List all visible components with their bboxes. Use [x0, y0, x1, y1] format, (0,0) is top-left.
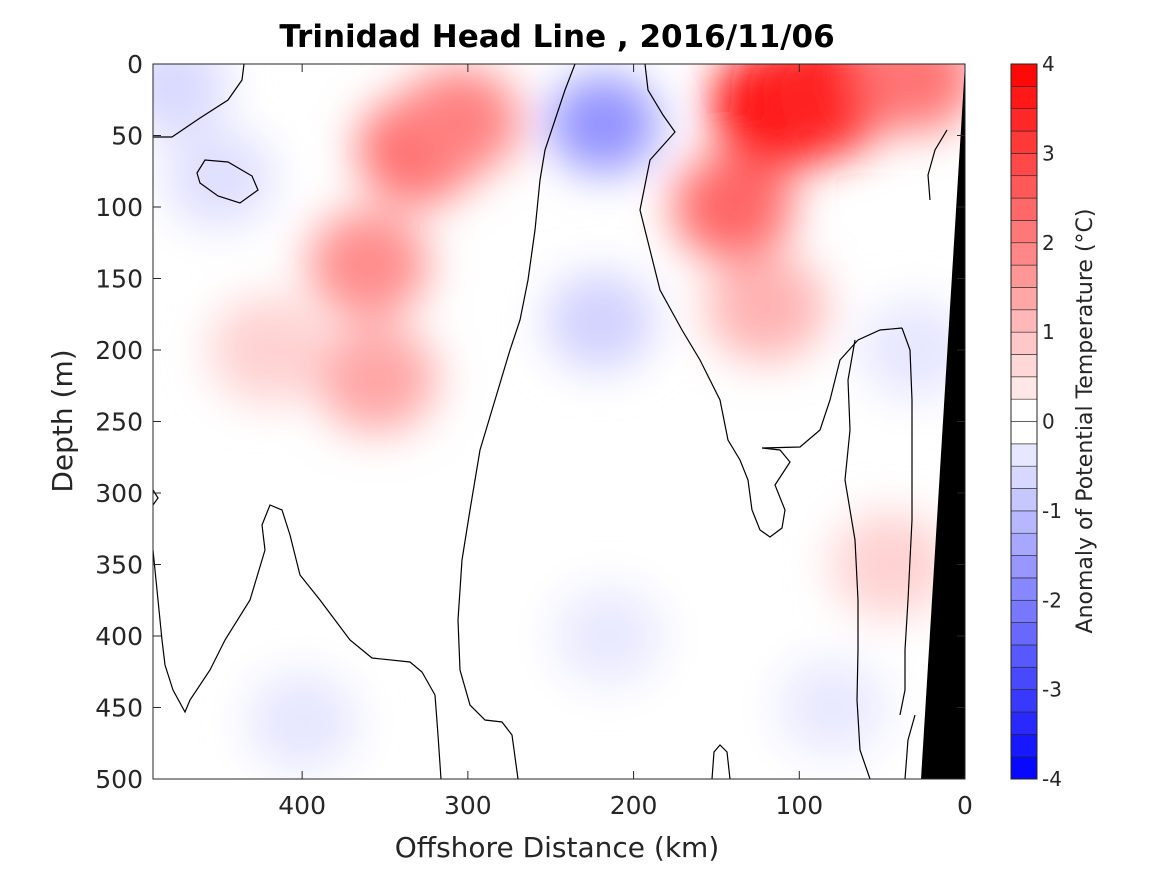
colorbar-band	[1010, 86, 1038, 109]
y-tick-label: 0	[127, 50, 143, 79]
colorbar-band	[1010, 555, 1038, 579]
colorbar-band	[1010, 465, 1038, 489]
colorbar-band	[1010, 488, 1038, 512]
y-tick-label: 250	[95, 408, 143, 437]
chart-title: Trinidad Head Line , 2016/11/06	[279, 19, 834, 55]
y-tick-label: 350	[95, 551, 143, 580]
colorbar-band	[1010, 309, 1038, 333]
y-tick-label: 450	[95, 694, 143, 723]
colorbar: 4 3 2 1 0 -1 -2 -3 -4 Anomaly of Potential Tempe…	[1010, 52, 1098, 791]
colorbar-tick-label: -1	[1042, 499, 1062, 523]
x-axis-label: Offshore Distance (km)	[395, 831, 720, 864]
colorbar-band	[1010, 63, 1038, 87]
colorbar-tick-label: 2	[1042, 231, 1055, 255]
anomaly-cold-17	[164, 128, 275, 228]
colorbar-band	[1010, 175, 1038, 199]
colorbar-tick-label: -3	[1042, 678, 1062, 702]
colorbar-band	[1010, 443, 1038, 467]
colorbar-band	[1010, 197, 1038, 221]
anomaly-cold-15	[777, 658, 888, 757]
colorbar-band	[1010, 644, 1038, 668]
y-tick-label: 500	[95, 765, 143, 794]
anomaly-cold-12	[545, 271, 656, 371]
colorbar-tick-label: 3	[1042, 141, 1055, 165]
y-tick-label: 50	[111, 122, 143, 151]
x-tick-label: 400	[278, 791, 326, 820]
colorbar-band	[1010, 756, 1038, 780]
anomaly-warm-8	[706, 253, 827, 362]
colorbar-band	[1010, 599, 1038, 623]
colorbar-label: Anomaly of Potential Temperature (°C)	[1073, 209, 1098, 634]
colorbar-band	[1010, 666, 1038, 690]
zero-contour-shelf	[927, 129, 948, 201]
x-tick-label: 0	[957, 791, 973, 820]
y-axis-label: Depth (m)	[46, 349, 79, 492]
x-axis: 400 300 200 100 0	[278, 64, 973, 820]
anomaly-cold-16	[153, 64, 228, 135]
y-tick-label: 300	[95, 479, 143, 508]
x-tick-label: 200	[610, 791, 658, 820]
colorbar-tick-label: -2	[1042, 588, 1062, 612]
colorbar-band	[1010, 287, 1038, 311]
colorbar-band	[1010, 398, 1038, 422]
zero-contour-east-bottom	[711, 744, 731, 779]
colorbar-tick-label: 4	[1042, 52, 1055, 76]
colorbar-tick-label: -4	[1042, 767, 1062, 791]
bottom-topography-mask	[921, 64, 965, 779]
zero-contour-center-east	[639, 64, 903, 538]
colorbar-band	[1010, 532, 1038, 556]
anomaly-warm-10	[830, 510, 951, 619]
anomaly-cold-18	[860, 300, 965, 400]
colorbar-band	[1010, 510, 1038, 534]
colorbar-band	[1010, 108, 1038, 132]
plot-area: 400 300 200 100 0 0 50 100 150 200 250 300 350 400 45…	[95, 50, 973, 820]
colorbar-band	[1010, 242, 1038, 266]
colorbar-band	[1010, 130, 1038, 154]
anomaly-warm-9	[855, 64, 965, 133]
anomaly-warm-1	[308, 210, 429, 319]
y-tick-label: 100	[95, 193, 143, 222]
colorbar-band	[1010, 264, 1038, 288]
zero-contour-warm-west-top	[153, 64, 245, 138]
zero-contour-shelf-bottom	[904, 714, 916, 779]
colorbar-bands	[1010, 63, 1038, 780]
colorbar-band	[1010, 577, 1038, 601]
anomaly-cold-14	[247, 672, 358, 772]
anomaly-warm-2	[316, 324, 437, 433]
colorbar-band	[1010, 354, 1038, 378]
colorbar-tick-label: 0	[1042, 410, 1055, 434]
y-tick-label: 400	[95, 622, 143, 651]
y-tick-label: 150	[95, 265, 143, 294]
colorbar-band	[1010, 376, 1038, 400]
zero-contour-loop-west	[196, 159, 259, 204]
colorbar-ticks: 4 3 2 1 0 -1 -2 -3 -4	[1042, 52, 1062, 791]
colorbar-band	[1010, 153, 1038, 177]
zero-contours	[153, 64, 948, 779]
anomaly-warm-4	[399, 67, 520, 176]
anomaly-warm-3	[209, 296, 329, 404]
colorbar-frame	[1010, 63, 1038, 780]
colorbar-band	[1010, 689, 1038, 713]
anomaly-cold-13	[553, 586, 664, 686]
colorbar-band	[1010, 711, 1038, 735]
colorbar-tick-label: 1	[1042, 320, 1055, 344]
anomaly-warm-7	[673, 153, 793, 261]
x-tick-label: 300	[444, 791, 492, 820]
y-axis: 0 50 100 150 200 250 300 350 400 450 500	[95, 50, 965, 794]
zero-contour-center-west	[457, 64, 576, 779]
colorbar-band	[1010, 734, 1038, 757]
zero-contour-west-deep	[153, 504, 442, 779]
colorbar-band	[1010, 331, 1038, 355]
zero-contour-east-inner	[844, 339, 871, 779]
colorbar-band	[1010, 421, 1038, 445]
anomaly-cold-11	[548, 74, 659, 174]
anomaly-field	[153, 64, 965, 772]
colorbar-band	[1010, 622, 1038, 646]
x-tick-label: 100	[775, 791, 823, 820]
zero-contour-east-loop	[899, 327, 913, 716]
colorbar-band	[1010, 220, 1038, 244]
y-tick-label: 200	[95, 336, 143, 365]
